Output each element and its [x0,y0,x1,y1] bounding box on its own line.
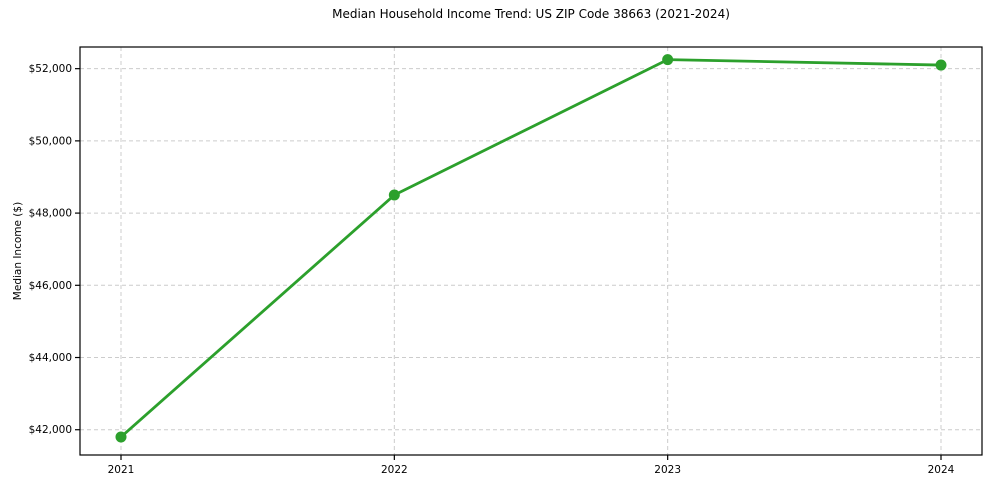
x-tick-label: 2021 [108,464,135,476]
y-tick-label: $44,000 [29,352,72,364]
y-tick-label: $42,000 [29,424,72,436]
x-tick-label: 2022 [381,464,408,476]
y-tick-label: $48,000 [29,208,72,220]
x-tick-label: 2023 [654,464,681,476]
y-tick-label: $52,000 [29,63,72,75]
data-point-2021 [115,431,127,443]
data-point-2023 [662,54,674,66]
y-tick-label: $50,000 [29,135,72,147]
chart-title: Median Household Income Trend: US ZIP Co… [332,7,730,21]
data-point-2024 [935,59,947,71]
x-tick-label: 2024 [928,464,955,476]
data-point-2022 [388,189,400,201]
plot-border [79,46,983,456]
income-trend-line [119,58,943,439]
y-tick-label: $46,000 [29,280,72,292]
